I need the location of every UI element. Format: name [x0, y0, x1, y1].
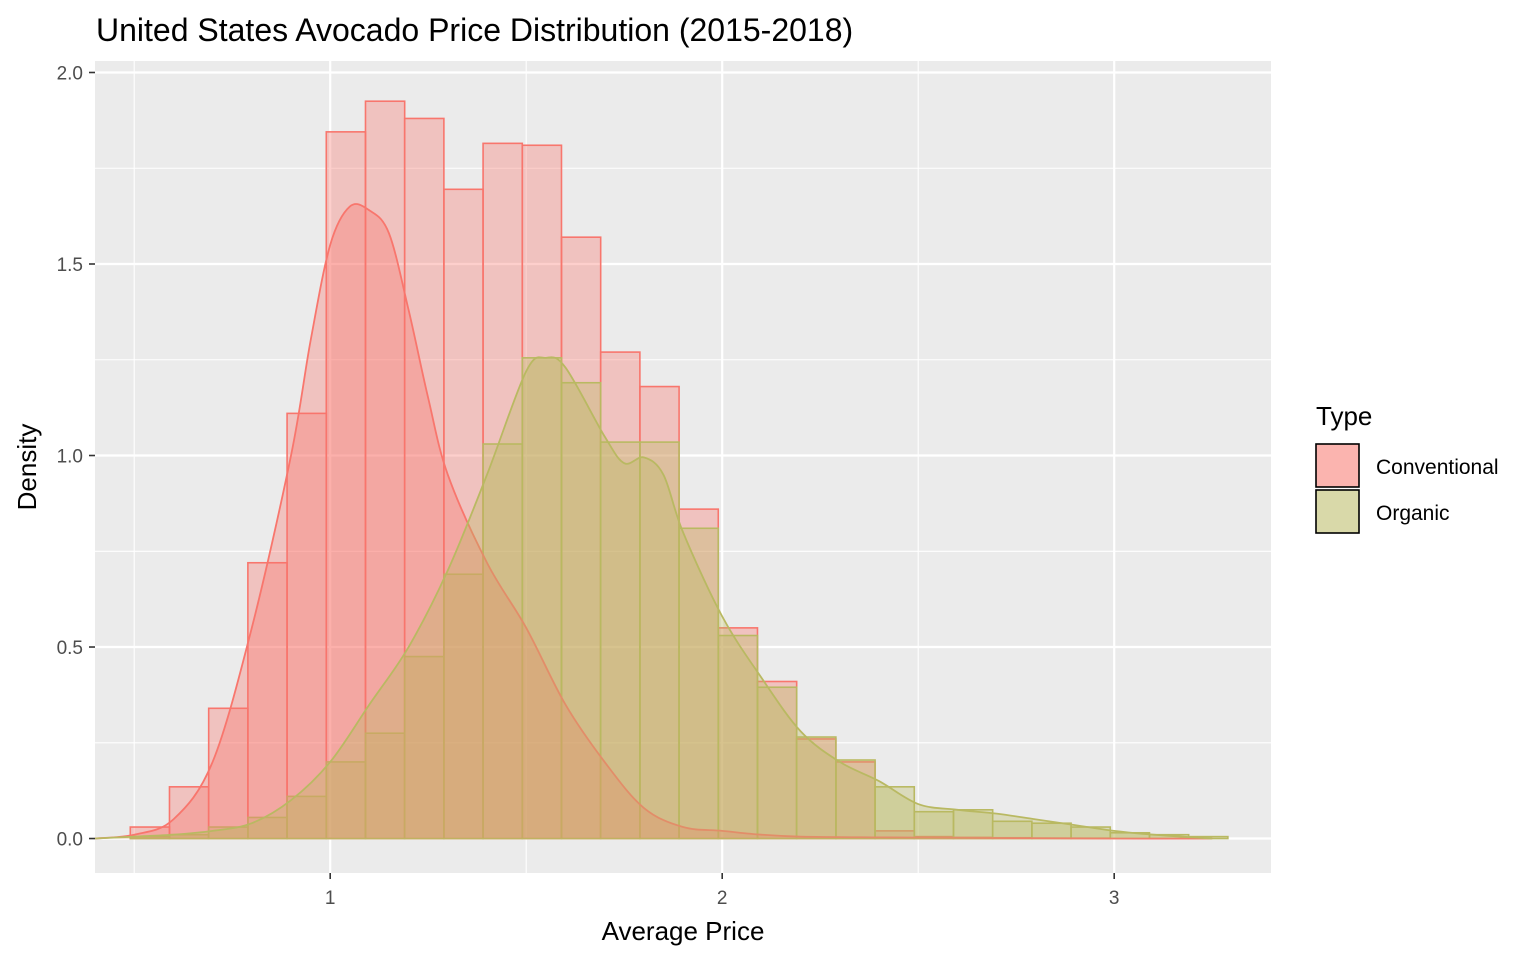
grid-minor	[95, 61, 1271, 873]
bar-organic	[717, 634, 759, 840]
y-tick-label: 0.0	[57, 830, 83, 851]
histogram-bars	[129, 100, 1229, 840]
legend-label-organic: Organic	[1376, 502, 1450, 525]
bar-organic	[521, 357, 563, 840]
axes: 1 2 3 0.0 0.5 1.0 1.5 2.0	[57, 63, 1120, 909]
density-curves	[94, 203, 1213, 840]
bar-organic	[403, 655, 445, 840]
legend: Type Conventional Organic	[1315, 401, 1499, 534]
y-tick-label: 1.0	[57, 447, 83, 468]
legend-title: Type	[1316, 401, 1372, 431]
bar-conventional	[207, 707, 249, 840]
bar-conventional	[835, 761, 876, 840]
bar-conventional	[678, 508, 720, 840]
bar-conventional	[639, 385, 680, 840]
x-tick-label: 1	[325, 888, 336, 909]
x-tick-label: 3	[1109, 888, 1120, 909]
y-tick-label: 2.0	[57, 63, 83, 84]
bar-conventional	[599, 351, 641, 840]
bar-organic	[835, 759, 876, 840]
density-area-conventional	[95, 203, 1213, 839]
y-axis-title: Density	[12, 424, 42, 511]
legend-label-conventional: Conventional	[1376, 456, 1499, 479]
bar-organic	[599, 441, 641, 840]
bar-conventional	[521, 144, 563, 840]
y-tick-label: 0.5	[57, 638, 83, 659]
chart-title: United States Avocado Price Distribution…	[96, 12, 853, 48]
y-tick-label: 1.5	[57, 255, 83, 276]
bar-conventional	[247, 561, 288, 840]
bar-organic	[756, 686, 798, 840]
density-line-conventional	[94, 203, 1213, 840]
bar-organic	[952, 809, 994, 840]
bar-conventional	[286, 412, 328, 840]
bar-conventional	[403, 117, 445, 840]
density-area-organic	[95, 357, 1213, 839]
bar-organic	[678, 527, 720, 840]
legend-key-organic	[1315, 489, 1360, 534]
plot-panel	[95, 61, 1271, 873]
x-tick-label: 2	[717, 888, 728, 909]
density-line-organic	[94, 356, 1213, 840]
bar-organic	[364, 732, 406, 840]
bar-conventional	[560, 236, 602, 840]
bar-organic	[913, 810, 955, 840]
legend-key-conventional	[1315, 443, 1360, 488]
x-axis-title: Average Price	[602, 916, 765, 946]
bar-organic	[443, 573, 484, 840]
